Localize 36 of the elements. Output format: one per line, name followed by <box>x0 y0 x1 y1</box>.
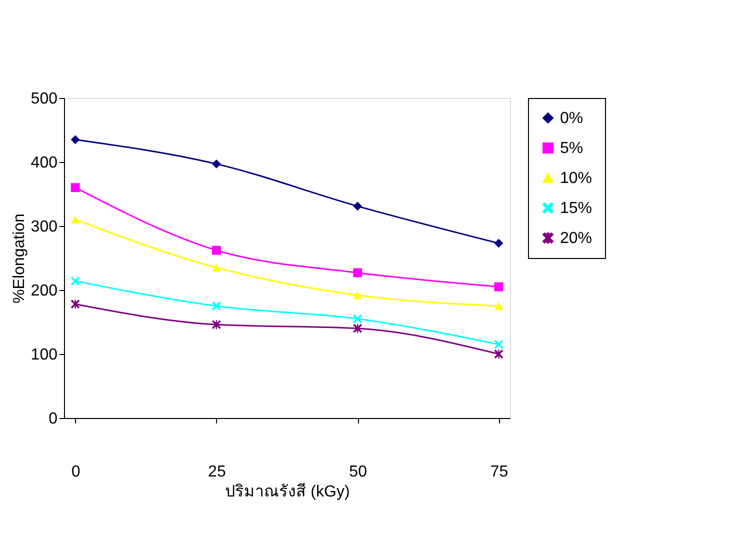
point <box>70 276 80 286</box>
x-tick-label: 75 <box>490 464 508 480</box>
legend-label: 10% <box>560 170 592 187</box>
x-tick-label: 0 <box>71 464 80 480</box>
point <box>494 282 504 292</box>
point <box>494 302 504 310</box>
point <box>212 246 221 255</box>
y-tick-label: 400 <box>30 154 58 172</box>
point <box>212 264 221 272</box>
point <box>212 159 221 168</box>
y-tick-label: 300 <box>30 218 58 236</box>
legend-label: 5% <box>560 140 584 157</box>
legend-label: 15% <box>560 200 592 217</box>
point <box>494 350 504 358</box>
point <box>70 216 80 224</box>
point <box>353 291 362 299</box>
y-tick-label: 100 <box>30 346 58 364</box>
x-axis-title: ปริมาณรังสี (kGy) <box>225 482 350 500</box>
point <box>70 300 80 309</box>
point <box>353 202 362 211</box>
legend-label: 0% <box>560 110 584 127</box>
point <box>353 268 362 278</box>
x-tick-label: 25 <box>208 464 226 480</box>
legend-label: 20% <box>560 230 592 247</box>
y-axis-title: %Elongation <box>10 214 28 304</box>
point <box>353 314 362 324</box>
point <box>70 183 80 192</box>
y-tick-label: 200 <box>30 282 58 300</box>
point <box>494 340 504 349</box>
x-tick-label: 50 <box>349 464 368 480</box>
y-tick-label: 500 <box>30 90 58 108</box>
point <box>212 302 221 310</box>
point <box>353 324 362 333</box>
y-tick-label: 0 <box>48 410 58 428</box>
point <box>494 238 504 248</box>
point <box>70 135 80 144</box>
